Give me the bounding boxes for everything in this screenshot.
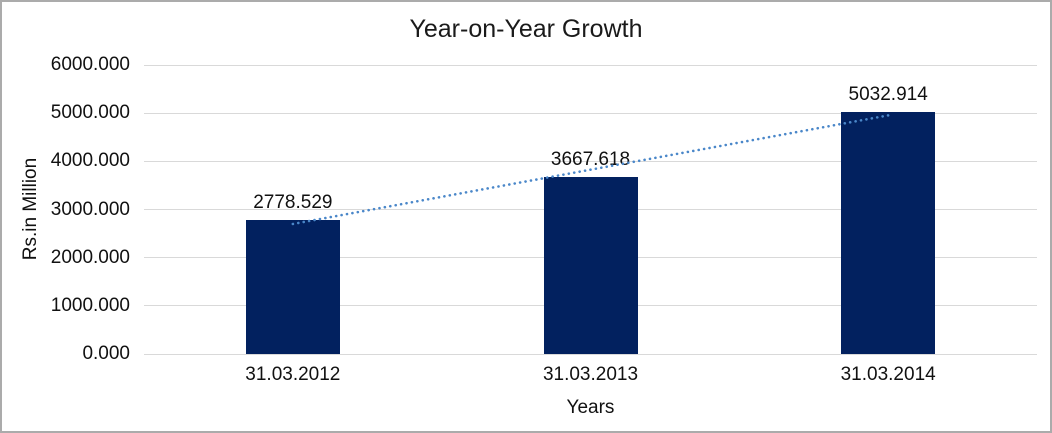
bar — [543, 177, 638, 354]
x-tick-label: 31.03.2014 — [840, 364, 936, 385]
chart-title: Year-on-Year Growth — [409, 15, 643, 43]
y-tick-label: 5000.000 — [50, 102, 130, 124]
bar — [245, 220, 340, 354]
bar-value-label: 5032.914 — [848, 83, 928, 105]
bar-value-label: 3667.618 — [550, 149, 631, 171]
plot-area: 0.000 1000.000 2000.000 3000.000 4000.000 500… — [51, 55, 1037, 385]
y-tick-label: 0.000 — [82, 343, 130, 364]
x-tick-label: 31.03.2013 — [542, 364, 639, 385]
y-tick-label: 3000.000 — [50, 198, 130, 220]
gridline — [144, 112, 1037, 114]
gridline — [144, 353, 1037, 355]
y-tick-label: 1000.000 — [50, 294, 130, 316]
bar — [841, 111, 936, 354]
y-tick-label: 2000.000 — [50, 246, 130, 268]
x-tick-label: 31.03.2012 — [245, 364, 341, 385]
y-tick-label: 6000.000 — [50, 54, 130, 75]
gridline — [144, 64, 1037, 66]
bar-value-label: 2778.529 — [253, 192, 333, 214]
y-tick-label: 4000.000 — [50, 150, 130, 172]
x-axis-title: Years — [566, 397, 615, 418]
